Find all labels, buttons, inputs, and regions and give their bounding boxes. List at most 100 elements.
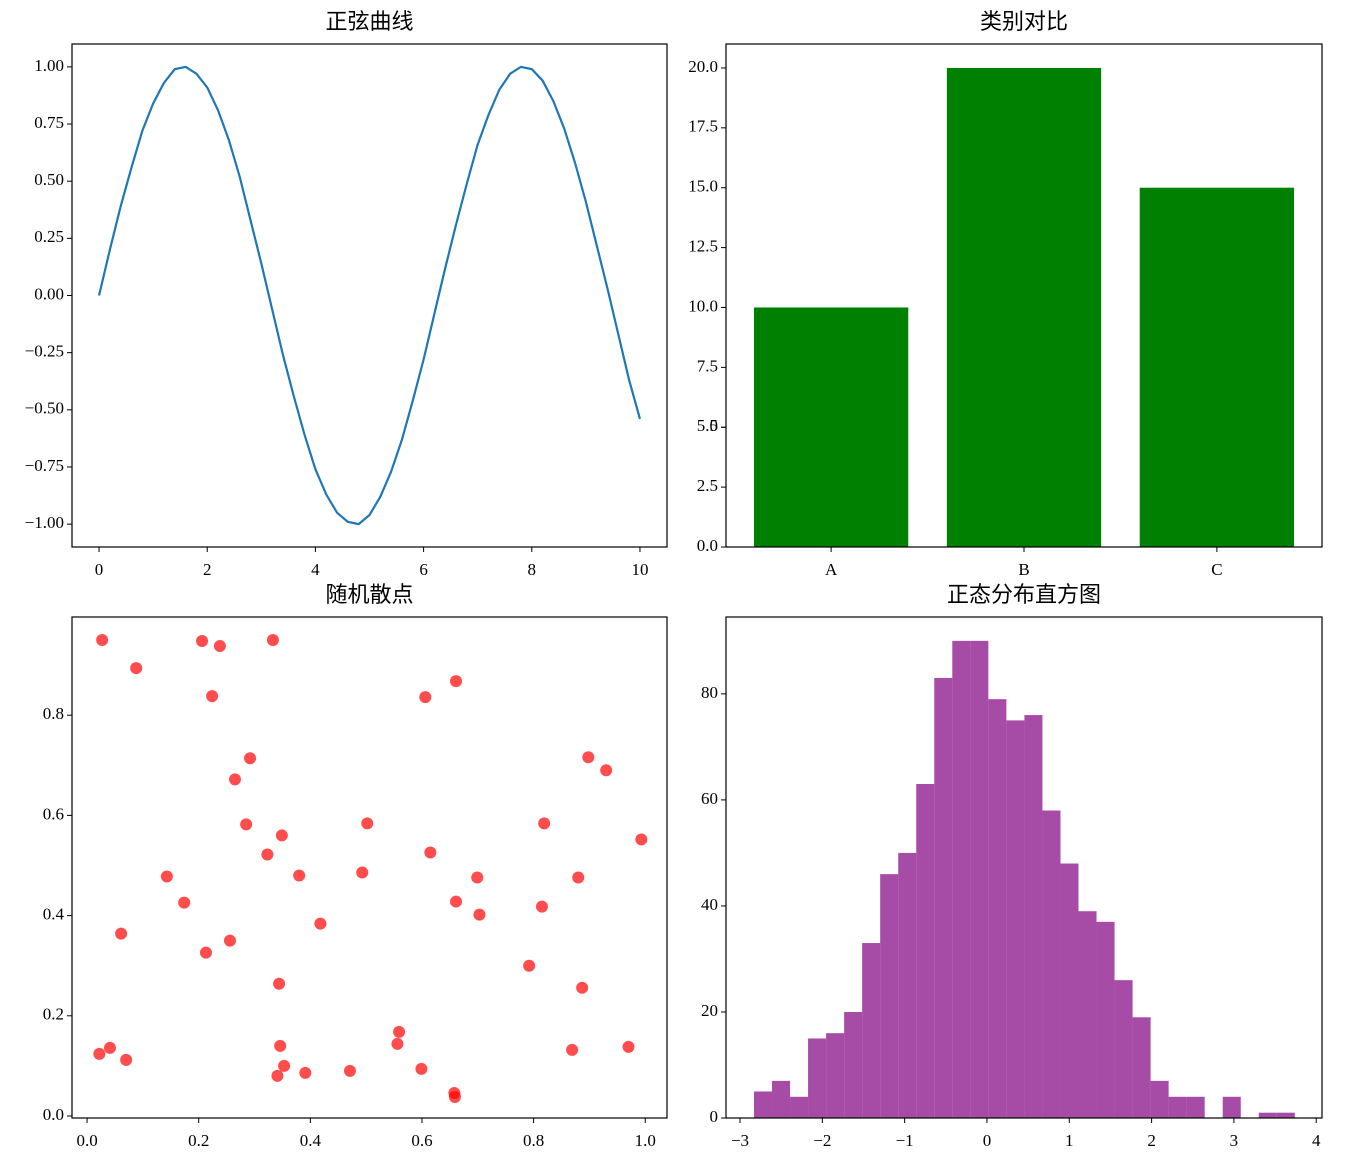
scatter-point: [600, 764, 613, 777]
y-tick-label: 0: [710, 1107, 719, 1126]
hist-bar: [753, 1091, 773, 1118]
y-tick-label: 60: [701, 789, 718, 808]
scatter-point: [415, 1062, 428, 1075]
y-tick-label: 20: [701, 1001, 718, 1020]
axes-frame: [725, 43, 1323, 548]
y-tick-label: 12.5: [688, 237, 718, 256]
x-tick-label: 0.8: [523, 1131, 544, 1150]
scatter-point: [471, 871, 484, 884]
bar: [753, 307, 909, 547]
y-tick-label: 15.0: [688, 177, 718, 196]
y-tick-label: 0.6: [43, 804, 64, 823]
hist-bar: [1150, 1080, 1169, 1118]
hist-bar: [1132, 1017, 1151, 1118]
bar: [946, 67, 1102, 547]
axes-frame: [725, 616, 1323, 1119]
chart-title: 类别对比: [980, 9, 1068, 34]
hist-bar: [1114, 980, 1133, 1118]
scatter-point: [130, 662, 143, 675]
x-tick-label: 3: [1230, 1131, 1239, 1150]
hist-bar: [952, 640, 971, 1118]
hist-bar: [790, 1096, 809, 1118]
scatter-point: [271, 1069, 284, 1082]
y-tick-label: −0.75: [25, 456, 64, 475]
scatter-point: [572, 871, 585, 884]
x-tick-label: 0.6: [411, 1131, 432, 1150]
hist-bar: [1024, 715, 1043, 1118]
scatter-point: [206, 690, 219, 703]
hist-bar: [1042, 810, 1061, 1118]
y-tick-label: 0.0: [697, 536, 718, 555]
scatter-point: [361, 817, 374, 830]
scatter-point: [450, 895, 463, 908]
y-tick-label: 0.25: [34, 227, 64, 246]
scatter-point: [566, 1043, 579, 1056]
hist-bar: [826, 1033, 845, 1118]
scatter-point: [228, 773, 241, 786]
scatter-point: [223, 934, 236, 947]
scatter-point: [448, 1090, 461, 1103]
scatter-point: [450, 675, 463, 688]
x-tick-label: 0.4: [300, 1131, 322, 1150]
hist-bar: [898, 852, 917, 1118]
scatter-point: [278, 1059, 291, 1072]
y-tick-label: 2.5: [697, 476, 718, 495]
y-tick-label: 0.2: [43, 1005, 64, 1024]
scatter-point: [293, 869, 306, 882]
y-tick-label: 7.5: [697, 356, 718, 375]
scatter-point: [523, 959, 536, 972]
scatter-point: [240, 818, 253, 831]
scatter-point: [96, 634, 109, 647]
scatter-point: [196, 635, 209, 648]
hist-bar: [844, 1011, 863, 1118]
scatter-point: [622, 1040, 635, 1053]
hist-bar: [1078, 911, 1097, 1118]
x-tick-label: C: [1211, 560, 1222, 579]
y-tick-label: 10.0: [688, 296, 718, 315]
x-tick-label: A: [825, 560, 838, 579]
y-tick-label: 0.00: [34, 284, 64, 303]
axes-frame: [71, 43, 668, 548]
x-tick-label: 1: [1065, 1131, 1074, 1150]
scatter-point: [419, 691, 432, 704]
hist-bar: [988, 699, 1007, 1118]
hist-bar: [970, 640, 989, 1118]
x-tick-label: 0: [95, 560, 104, 579]
hist-bar: [880, 874, 899, 1118]
y-tick-label: −1.00: [25, 513, 64, 532]
scatter-point: [635, 833, 648, 846]
y-tick-label: 80: [701, 683, 718, 702]
x-tick-label: 10: [631, 560, 648, 579]
scatter-point: [266, 634, 279, 647]
scatter-point: [261, 848, 274, 861]
scatter-point: [356, 866, 369, 879]
x-tick-label: 1.0: [635, 1131, 656, 1150]
scatter-point: [391, 1037, 404, 1050]
hist-bar: [1168, 1096, 1187, 1118]
bar: [1139, 187, 1295, 547]
scatter-point: [160, 870, 173, 883]
x-tick-label: 2: [203, 560, 212, 579]
y-tick-label: 0.4: [43, 905, 65, 924]
scatter-point: [93, 1047, 106, 1060]
scatter-point: [582, 751, 595, 764]
y-tick-label: 0.8: [43, 704, 64, 723]
hist-bar: [862, 943, 881, 1118]
scatter-point: [103, 1041, 116, 1054]
x-tick-label: −2: [813, 1131, 831, 1150]
y-tick-label: 5.0: [697, 416, 718, 435]
y-tick-label: 5: [710, 416, 719, 435]
hist-bar: [1006, 720, 1025, 1118]
scatter-point: [576, 981, 589, 994]
x-tick-label: 0.2: [188, 1131, 209, 1150]
x-tick-label: B: [1018, 560, 1029, 579]
chart-title: 随机散点: [325, 582, 413, 607]
sine-line: [97, 65, 642, 526]
chart-title: 正弦曲线: [325, 9, 413, 34]
y-tick-label: 20.0: [688, 57, 718, 76]
y-tick-label: −0.50: [25, 399, 64, 418]
x-tick-label: 6: [419, 560, 428, 579]
hist-bar: [1222, 1096, 1241, 1118]
scatter-point: [275, 829, 288, 842]
